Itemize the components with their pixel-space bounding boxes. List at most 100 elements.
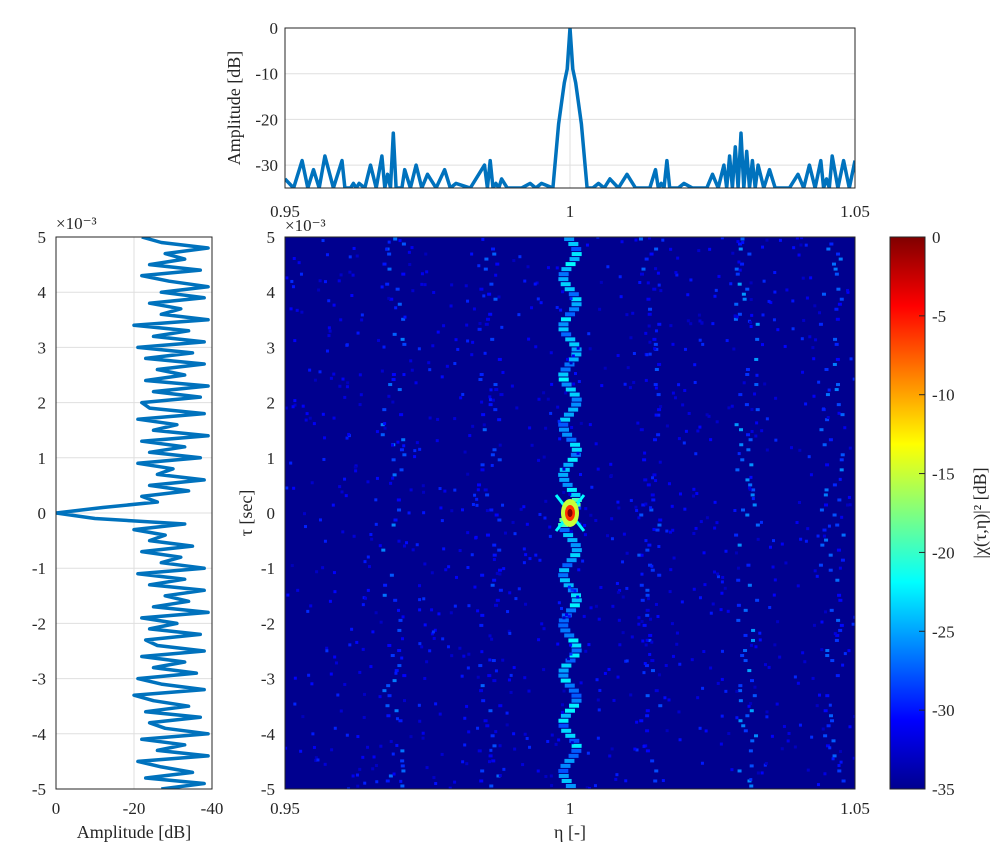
heatmap-speckle-cell [476,675,480,679]
heatmap-sidelobe-cell [479,373,484,376]
heatmap-speckle-cell [657,544,661,548]
heatmap-speckle-cell [383,422,387,426]
heatmap-sidelobe-cell [386,714,391,718]
heatmap-speckle-cell [498,443,502,447]
heatmap-speckle-cell [623,382,627,386]
colorbar-tick-label: -25 [932,622,955,641]
heatmap-sidelobe-cell [831,262,836,266]
heatmap-speckle-cell [397,539,401,543]
heatmap-speckle-cell [615,581,619,585]
heatmap-speckle-cell [583,533,587,537]
heatmap-speckle-cell [313,378,317,382]
heatmap-speckle-cell [557,738,561,742]
heatmap-speckle-cell [431,344,435,348]
heatmap-speckle-cell [544,426,548,430]
heatmap-speckle-cell [468,434,472,438]
heatmap-ridge-cell [565,262,576,267]
heatmap-speckle-cell [769,545,773,549]
heatmap-ridge-cell [567,538,578,543]
heatmap-sidelobe-cell [650,759,655,763]
heatmap-ridge-cell [558,618,569,623]
heatmap-sidelobe-cell [836,618,841,622]
heatmap-speckle-cell [749,475,753,479]
heatmap-speckle-cell [589,513,593,517]
heatmap-sidelobe-cell [645,593,650,597]
heatmap-sidelobe-cell [646,297,651,301]
heatmap-speckle-cell [549,351,553,355]
heatmap-speckle-cell [542,391,546,395]
heatmap-sidelobe-cell [401,438,406,442]
heatmap-speckle-cell [351,273,355,277]
heatmap-speckle-cell [817,380,821,384]
heatmap-sidelobe-cell [645,749,650,753]
heatmap-speckle-cell [356,784,360,788]
heatmap-speckle-cell [524,553,528,557]
heatmap-sidelobe-cell [397,508,402,512]
heatmap-speckle-cell [494,669,498,673]
heatmap-speckle-cell [598,307,602,311]
heatmap-speckle-cell [420,282,424,286]
heatmap-speckle-cell [758,638,762,642]
heatmap-ridge-cell [560,678,571,683]
heatmap-speckle-cell [333,726,337,730]
heatmap-speckle-cell [415,441,419,445]
heatmap-sidelobe-cell [656,433,661,437]
heatmap-sidelobe-cell [837,498,842,502]
heatmap-speckle-cell [409,359,413,363]
heatmap-speckle-cell [818,311,822,315]
heatmap-speckle-cell [579,421,583,425]
heatmap-ridge-cell [569,738,580,743]
heatmap-sidelobe-cell [488,754,493,758]
heatmap-speckle-cell [325,646,329,650]
heatmap-speckle-cell [772,593,776,597]
heatmap-speckle-cell [814,338,818,342]
heatmap-speckle-cell [687,411,691,415]
heatmap-speckle-cell [709,611,713,615]
heatmap-speckle-cell [846,288,850,292]
heatmap-speckle-cell [561,290,565,294]
heatmap-speckle-cell [345,733,349,737]
heatmap-speckle-cell [755,421,759,425]
left-y-tick-label: 3 [38,338,47,357]
left-x-tick-label: 0 [52,799,61,818]
heatmap-speckle-cell [300,310,304,314]
heatmap-ridge-cell [568,292,579,297]
heatmap-speckle-cell [539,301,543,305]
heatmap-speckle-cell [382,345,386,349]
heatmap-sidelobe-cell [400,759,405,763]
heatmap-speckle-cell [542,668,546,672]
heatmap-speckle-cell [366,745,370,749]
heatmap-speckle-cell [753,392,757,396]
heatmap-speckle-cell [527,337,531,341]
heatmap-speckle-cell [458,646,462,650]
heatmap-speckle-cell [351,774,355,778]
heatmap-cells [285,237,855,789]
heatmap-speckle-cell [570,741,574,745]
heatmap-speckle-cell [653,347,657,351]
heatmap-sidelobe-cell [496,774,501,778]
heatmap-sidelobe-cell [739,428,744,432]
heatmap-speckle-cell [589,606,593,610]
heatmap-speckle-cell [763,663,767,667]
heatmap-speckle-cell [332,416,336,420]
heatmap-speckle-cell [671,654,675,658]
heatmap-ridge-cell [560,628,571,633]
heatmap-speckle-cell [809,473,813,477]
heatmap-sidelobe-cell [645,588,650,592]
heatmap-sidelobe-cell [483,719,488,723]
heatmap-sidelobe-cell [488,403,493,407]
heatmap-speckle-cell [852,756,855,760]
heatmap-speckle-cell [765,710,769,714]
heatmap-sidelobe-cell [745,367,750,371]
heatmap-speckle-cell [466,531,470,535]
heatmap-speckle-cell [647,324,651,328]
heatmap-speckle-cell [735,716,739,720]
heatmap-y-tick-label: 0 [267,504,276,523]
heatmap-sidelobe-cell [492,252,497,256]
heatmap-speckle-cell [560,703,564,707]
heatmap-speckle-cell [304,418,308,422]
heatmap-sidelobe-cell [645,714,650,718]
heatmap-speckle-cell [683,347,687,351]
heatmap-sidelobe-cell [655,528,660,532]
